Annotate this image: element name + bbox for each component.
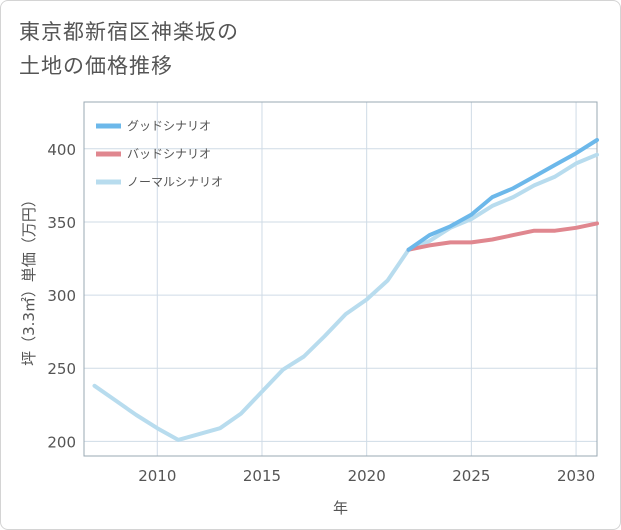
chart-title: 東京都新宿区神楽坂の 土地の価格推移 bbox=[19, 15, 239, 83]
x-tick-label: 2025 bbox=[452, 467, 490, 485]
legend-label-3: ノーマルシナリオ bbox=[127, 175, 223, 189]
x-tick-label: 2015 bbox=[243, 467, 281, 485]
chart-axes bbox=[83, 101, 598, 457]
chart-grid bbox=[84, 102, 597, 456]
chart-ticks: 2010 2015 2020 2025 2030 200 250 300 350 400 bbox=[47, 141, 595, 485]
series-line-1 bbox=[406, 138, 599, 252]
series-line-2 bbox=[406, 221, 599, 252]
y-tick-label: 200 bbox=[47, 433, 76, 451]
y-tick-label: 250 bbox=[47, 360, 76, 378]
x-axis-label: 年 bbox=[333, 499, 348, 517]
x-tick-label: 2030 bbox=[557, 467, 595, 485]
chart-title-line-1: 東京都新宿区神楽坂の bbox=[19, 20, 239, 44]
y-tick-label: 400 bbox=[47, 141, 76, 159]
chart-series bbox=[92, 138, 599, 442]
legend-label-1: グッドシナリオ bbox=[127, 119, 211, 133]
legend-label-2: バッドシナリオ bbox=[127, 147, 211, 161]
series-line-3 bbox=[92, 152, 599, 442]
y-axis-label: 坪（3.3㎡）単価（万円） bbox=[20, 192, 38, 366]
x-tick-label: 2010 bbox=[138, 467, 176, 485]
plot-frame bbox=[83, 101, 598, 457]
y-tick-label: 350 bbox=[47, 214, 76, 232]
y-tick-label: 300 bbox=[47, 287, 76, 305]
x-tick-label: 2020 bbox=[348, 467, 386, 485]
chart-title-line-2: 土地の価格推移 bbox=[19, 54, 173, 78]
